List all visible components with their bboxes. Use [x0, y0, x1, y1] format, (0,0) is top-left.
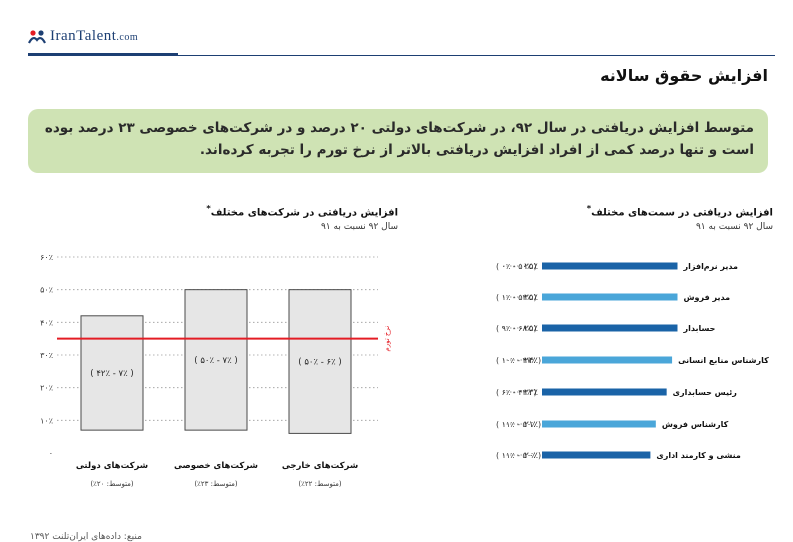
category-label: شرکت‌های دولتی [76, 461, 148, 471]
header-accent-rule [28, 53, 178, 56]
bar [542, 420, 656, 428]
bar [542, 356, 673, 364]
range-box [184, 289, 248, 431]
range-box [80, 315, 144, 431]
category-label: شرکت‌های خارجی [282, 461, 358, 471]
range-label: ( ۵۰٪ - ۱۱٪ ) [496, 451, 541, 460]
range-label: ( ۶٪ - ۵۰٪ ) [298, 358, 341, 368]
header-rule [28, 55, 775, 56]
category-label: رئیس حسابداری [673, 388, 738, 398]
left-chart-subtitle: سال ۹۲ نسبت به ۹۱ [320, 222, 398, 232]
right-chart-title: افزایش دریافتی در سمت‌های مختلف* [586, 203, 773, 219]
y-tick-label: ۶۰٪ [40, 253, 53, 262]
value-label: ۲۵٪ [524, 324, 538, 334]
y-tick-label: ۱۰٪ [40, 416, 53, 425]
bar [542, 451, 651, 459]
logo-people-icon [28, 29, 46, 44]
average-label: (متوسط: ۲۲٪) [298, 480, 342, 488]
value-label: ۲۳٪ [524, 388, 538, 398]
category-label: مدیر نرم‌افزار [683, 262, 739, 271]
summary-text: متوسط افزایش دریافتی در سال ۹۲، در شرکت‌… [44, 120, 754, 158]
range-label: ( ۵۳٪ - ۱٪ ) [496, 293, 537, 302]
bar [542, 324, 678, 332]
category-label: کارشناس فروش [662, 420, 729, 430]
value-label: ۲۵٪ [524, 262, 538, 272]
value-label: ۲۱٪ [524, 420, 538, 430]
left-chart-title: افزایش دریافتی در شرکت‌های مختلف* [206, 203, 398, 219]
y-tick-label: ۴۰٪ [40, 318, 53, 327]
value-label: ۲۰٪ [524, 451, 538, 461]
range-label: ( ۵۰٪ - ۱۱٪ ) [496, 420, 541, 429]
category-label: مدیر فروش [684, 293, 731, 303]
range-label: ( ۵۰٪ - ۰٪ ) [496, 262, 537, 271]
y-tick-label: ۵۰٪ [40, 286, 53, 295]
range-box [288, 289, 352, 434]
summary-box: متوسط افزایش دریافتی در سال ۹۲، در شرکت‌… [28, 109, 768, 173]
y-tick-label: ۲۰٪ [40, 384, 53, 393]
category-label: منشی و کارمند اداری [656, 451, 740, 460]
category-label: شرکت‌های خصوصی [174, 461, 258, 471]
range-label: ( ۶۸٪ - ۹٪ ) [496, 324, 537, 333]
logo-text: IranTalent.com [50, 28, 139, 44]
y-tick-label: ۰ [49, 449, 53, 458]
range-label: ( ۴۷٪ - ۱۰٪ ) [496, 356, 541, 365]
bar [542, 262, 678, 270]
right-chart-subtitle: سال ۹۲ نسبت به ۹۱ [695, 222, 773, 232]
average-label: (متوسط: ۲۰٪) [90, 480, 134, 488]
value-label: ۲۴٪ [524, 356, 538, 366]
inflation-label: نرخ تورم [383, 326, 391, 352]
y-tick-label: ۳۰٪ [40, 351, 53, 360]
range-label: ( ۷٪ - ۵۰٪ ) [194, 356, 237, 366]
category-label: کارشناس منابع انسانی [678, 356, 769, 366]
category-label: حسابدار [683, 324, 716, 333]
average-label: (متوسط: ۲۳٪) [194, 480, 238, 488]
footer-source: منبع: داده‌های ایران‌تلنت ۱۳۹۲ [30, 532, 142, 542]
bar [542, 388, 667, 396]
page-heading: افزایش حقوق سالانه [600, 66, 768, 85]
range-label: ( ۴۳٪ - ۶٪ ) [496, 388, 537, 397]
irantalent-logo[interactable]: IranTalent.com [28, 28, 138, 45]
range-label: ( ۷٪ - ۴۲٪ ) [90, 369, 133, 379]
value-label: ۲۵٪ [524, 293, 538, 303]
bar [542, 293, 678, 301]
